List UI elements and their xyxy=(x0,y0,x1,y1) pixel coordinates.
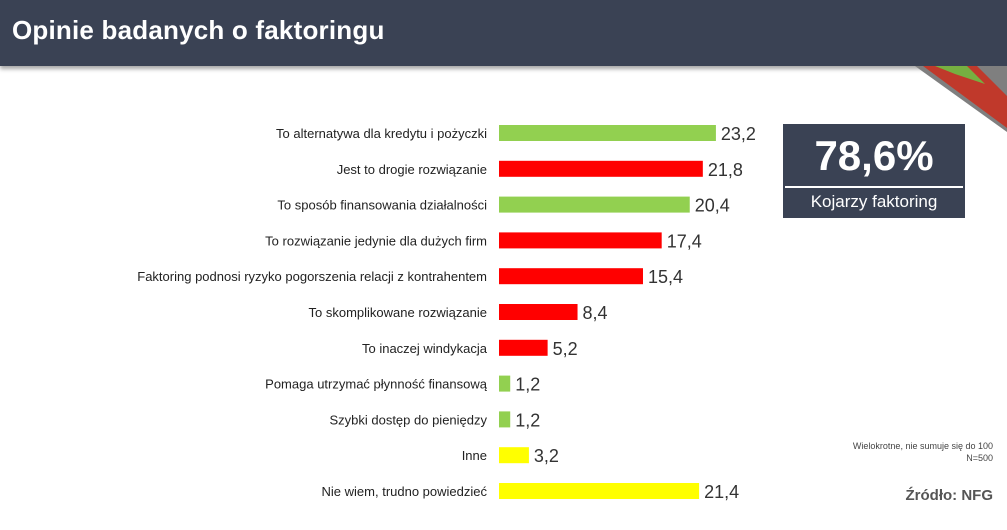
bar xyxy=(499,411,511,428)
bar xyxy=(499,196,690,213)
bar xyxy=(499,483,700,499)
value-label: 21,8 xyxy=(708,160,743,180)
value-label: 1,2 xyxy=(515,410,540,430)
value-label: 20,4 xyxy=(695,196,730,216)
value-label: 3,2 xyxy=(534,446,559,466)
kpi-label: Kojarzy faktoring xyxy=(810,192,938,211)
footnote-line-1: Wielokrotne, nie sumuje się do 100 xyxy=(852,441,993,451)
bar xyxy=(499,447,529,464)
page-title: Opinie badanych o faktoringu xyxy=(12,15,385,45)
category-label: Inne xyxy=(462,448,487,463)
footnote-line-2: N=500 xyxy=(966,453,993,463)
bar xyxy=(499,375,511,392)
category-label: Szybki dostęp do pieniędzy xyxy=(329,412,487,427)
category-label: Faktoring podnosi ryzyko pogorszenia rel… xyxy=(137,269,487,284)
kpi-divider xyxy=(785,186,963,188)
value-label: 17,4 xyxy=(667,231,702,251)
value-label: 21,4 xyxy=(704,482,739,502)
kpi-box: 78,6% Kojarzy faktoring xyxy=(783,124,965,218)
value-label: 8,4 xyxy=(583,303,608,323)
footnote: Wielokrotne, nie sumuje się do 100 N=500 xyxy=(853,440,993,464)
category-label: To skomplikowane rozwiązanie xyxy=(309,305,487,320)
source-label: Źródło: NFG xyxy=(905,487,993,504)
value-label: 23,2 xyxy=(721,124,756,144)
category-label: To sposób finansowania działalności xyxy=(277,198,487,213)
corner-decoration xyxy=(915,66,1007,132)
kpi-value: 78,6% xyxy=(814,132,934,179)
category-label: To rozwiązanie jedynie dla dużych firm xyxy=(265,233,487,248)
value-label: 1,2 xyxy=(515,375,540,395)
bar xyxy=(499,339,548,356)
bar xyxy=(499,268,643,285)
value-label: 5,2 xyxy=(553,339,578,359)
bar xyxy=(499,232,662,249)
header-bar: Opinie badanych o faktoringu xyxy=(0,0,1007,66)
bar xyxy=(499,304,578,320)
category-label: To alternatywa dla kredytu i pożyczki xyxy=(276,126,487,141)
bar xyxy=(499,125,716,141)
value-label: 15,4 xyxy=(648,267,683,287)
category-label: Jest to drogie rozwiązanie xyxy=(337,162,487,177)
category-label: Pomaga utrzymać płynność finansową xyxy=(265,377,488,392)
category-label: To inaczej windykacja xyxy=(362,341,488,356)
category-label: Nie wiem, trudno powiedzieć xyxy=(322,484,488,499)
bar xyxy=(499,160,703,177)
